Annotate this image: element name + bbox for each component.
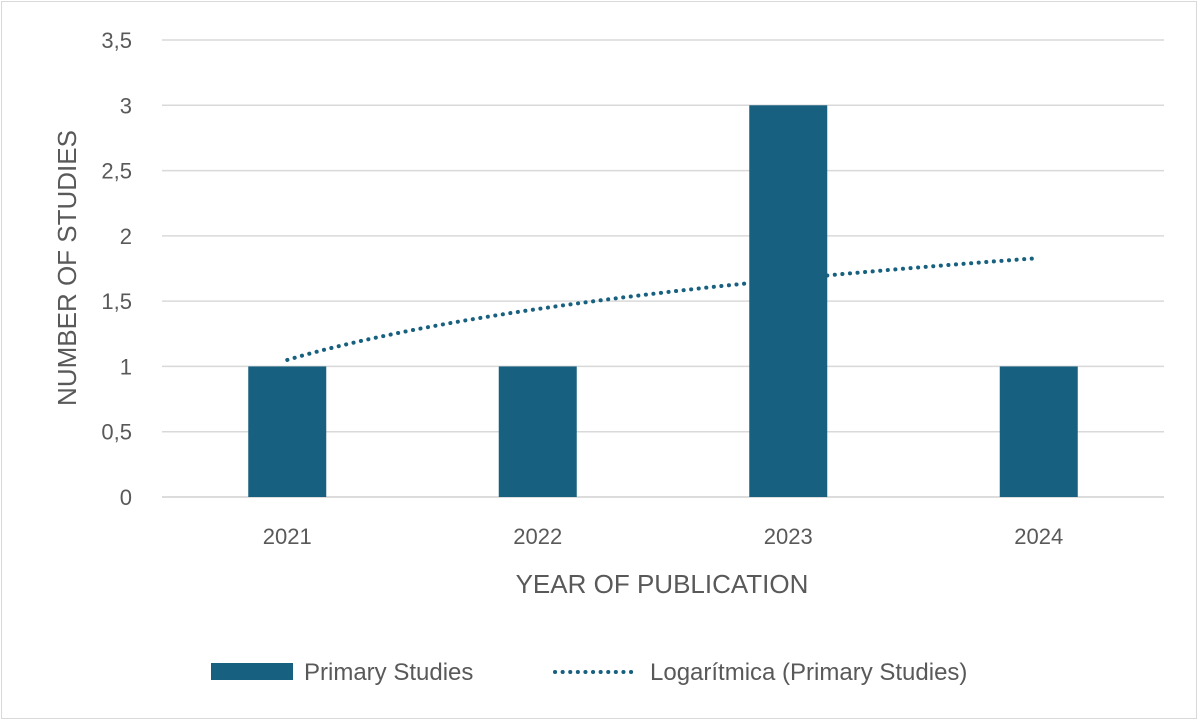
y-tick-label: 1,5 — [101, 289, 132, 314]
y-axis-title: NUMBER OF STUDIES — [52, 130, 82, 406]
x-tick-label: 2023 — [764, 524, 813, 549]
x-tick-label: 2021 — [263, 524, 312, 549]
bars — [248, 105, 1078, 498]
y-tick-label: 1 — [120, 354, 132, 379]
legend-label-trendline: Logarítmica (Primary Studies) — [650, 659, 967, 686]
x-tick-labels: 2021 2022 2023 2024 — [263, 524, 1063, 549]
trendline-path — [285, 256, 1041, 362]
legend: Primary Studies Logarítmica (Primary Stu… — [211, 659, 967, 686]
gridlines — [162, 39, 1164, 498]
x-axis-title: YEAR OF PUBLICATION — [516, 569, 809, 599]
y-tick-label: 3,5 — [101, 28, 132, 53]
bar-2024 — [999, 366, 1078, 497]
y-tick-label: 2 — [120, 224, 132, 249]
x-tick-label: 2022 — [513, 524, 562, 549]
y-tick-label: 0 — [120, 485, 132, 510]
legend-swatch-primary-studies — [211, 663, 293, 680]
legend-label-primary-studies: Primary Studies — [304, 659, 473, 686]
bar-2023 — [749, 105, 828, 498]
y-tick-labels: 0 0,5 1 1,5 2 2,5 3 3,5 — [101, 28, 132, 510]
trendline — [285, 256, 1041, 362]
y-tick-label: 2,5 — [101, 159, 132, 184]
x-tick-label: 2024 — [1014, 524, 1063, 549]
y-tick-label: 0,5 — [101, 420, 132, 445]
bar-2021 — [248, 366, 327, 497]
bar-2022 — [498, 366, 577, 497]
y-tick-label: 3 — [120, 93, 132, 118]
